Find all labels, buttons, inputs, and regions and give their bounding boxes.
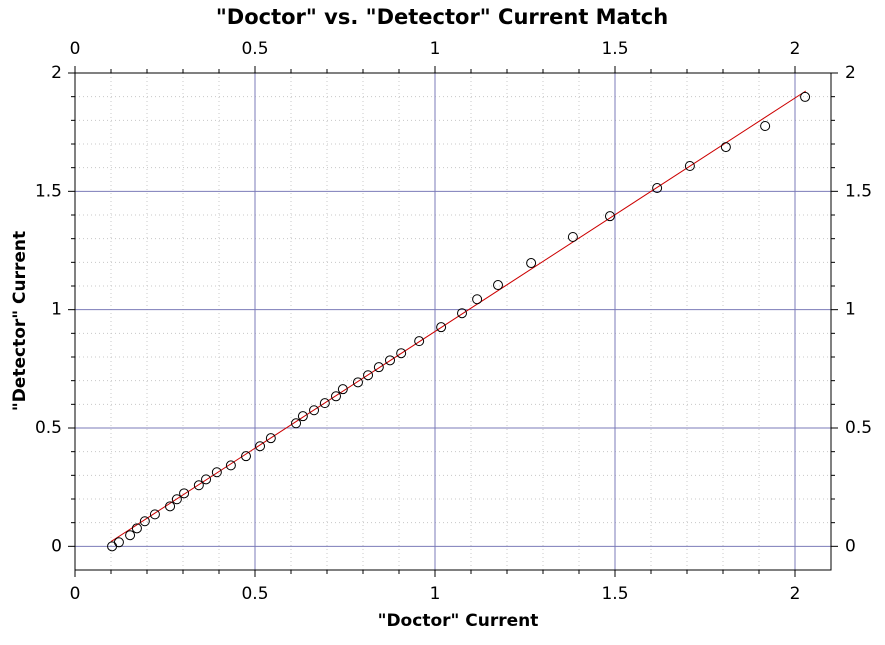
x2-tick-label: 0.5 <box>241 39 268 59</box>
x-tick-label: 1 <box>430 584 441 604</box>
point <box>113 537 124 548</box>
point <box>319 398 330 409</box>
point <box>225 460 236 471</box>
point <box>309 405 320 416</box>
point <box>684 161 695 172</box>
point <box>265 433 276 444</box>
point <box>297 411 308 422</box>
point <box>436 322 447 333</box>
x-axis-label: "Doctor" Current <box>378 611 539 631</box>
x-tick-label: 2 <box>790 584 801 604</box>
chart-title: "Doctor" vs. "Detector" Current Match <box>216 5 668 29</box>
point <box>179 488 190 499</box>
point <box>241 451 251 462</box>
plot-frame <box>74 72 832 571</box>
y-tick-label: 0.5 <box>35 418 62 438</box>
point <box>165 501 176 512</box>
point <box>255 441 266 452</box>
x2-tick-label: 1 <box>430 39 441 59</box>
x-tick-label: 1.5 <box>601 584 628 604</box>
y2-tick-label: 1 <box>845 300 856 320</box>
point <box>193 480 204 491</box>
point <box>457 308 467 319</box>
point <box>414 336 425 347</box>
point <box>363 370 374 381</box>
y2-tick-label: 1.5 <box>845 181 872 201</box>
x2-tick-label: 0 <box>70 39 81 59</box>
y-tick-label: 1.5 <box>35 181 62 201</box>
point <box>472 294 483 305</box>
y2-tick-label: 0 <box>845 536 856 556</box>
point <box>139 516 150 527</box>
point <box>171 494 182 505</box>
point <box>385 355 395 366</box>
point <box>526 258 537 269</box>
x2-tick-label: 1.5 <box>601 39 628 59</box>
point <box>493 280 503 291</box>
point <box>291 418 302 429</box>
x-tick-label: 0.5 <box>241 584 268 604</box>
point <box>337 384 348 395</box>
y-tick-label: 0 <box>51 536 62 556</box>
point <box>211 467 222 478</box>
point <box>800 91 811 102</box>
point <box>567 232 578 243</box>
y-axis-label: "Detector" Current <box>10 231 30 411</box>
point <box>149 509 160 520</box>
point <box>760 121 771 132</box>
point <box>352 377 363 388</box>
y2-tick-label: 2 <box>845 63 856 83</box>
y2-tick-label: 0.5 <box>845 418 872 438</box>
y-tick-label: 2 <box>51 63 62 83</box>
point <box>604 211 615 222</box>
y-tick-label: 1 <box>51 300 62 320</box>
x-tick-label: 0 <box>70 584 81 604</box>
point <box>131 523 142 534</box>
point <box>331 391 341 402</box>
point <box>652 183 663 194</box>
point <box>201 474 212 485</box>
point <box>125 530 136 541</box>
point <box>720 142 731 153</box>
point <box>396 348 407 359</box>
x2-tick-label: 2 <box>790 39 801 59</box>
point <box>373 362 384 373</box>
